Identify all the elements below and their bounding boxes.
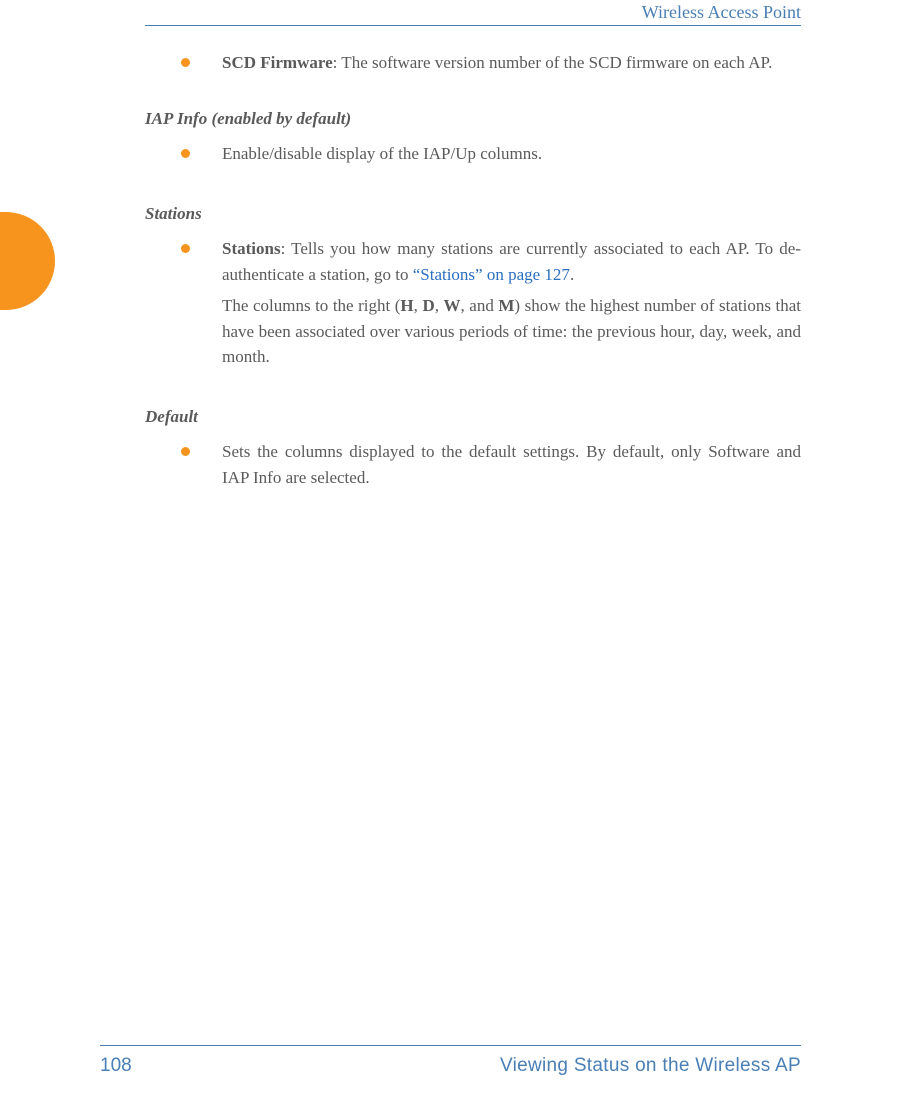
footer-rule xyxy=(100,1045,801,1046)
heading-default: Default xyxy=(145,404,801,430)
footer-section-title: Viewing Status on the Wireless AP xyxy=(500,1055,801,1077)
header-rule xyxy=(145,25,801,26)
heading-iap-info: IAP Info (enabled by default) xyxy=(145,106,801,132)
sep3: , and xyxy=(461,296,499,315)
bullet-icon xyxy=(181,447,190,456)
bullet-icon xyxy=(181,58,190,67)
bullet-text: Enable/disable display of the IAP/Up col… xyxy=(222,141,801,167)
bullet-iap-info: Enable/disable display of the IAP/Up col… xyxy=(181,141,801,167)
bullet-icon xyxy=(181,244,190,253)
bullet-text: Sets the columns displayed to the defaul… xyxy=(222,439,801,490)
side-tab-decoration xyxy=(0,212,55,310)
text-stations-1b: . xyxy=(570,265,574,284)
bullet-text: SCD Firmware: The software version numbe… xyxy=(222,50,801,76)
link-stations-page[interactable]: “Stations” on page 127 xyxy=(413,265,570,284)
text-scd-firmware: : The software version number of the SCD… xyxy=(333,53,773,72)
bullet-scd-firmware: SCD Firmware: The software version numbe… xyxy=(181,50,801,76)
term-stations: Stations xyxy=(222,239,281,258)
heading-stations: Stations xyxy=(145,201,801,227)
col-d: D xyxy=(422,296,434,315)
sep2: , xyxy=(435,296,444,315)
page-number: 108 xyxy=(100,1055,132,1077)
bullet-icon xyxy=(181,149,190,158)
bullet-stations: Stations: Tells you how many stations ar… xyxy=(181,236,801,370)
bullet-text: Stations: Tells you how many stations ar… xyxy=(222,236,801,370)
col-m: M xyxy=(498,296,514,315)
bullet-default: Sets the columns displayed to the defaul… xyxy=(181,439,801,490)
running-header-title: Wireless Access Point xyxy=(642,2,801,23)
col-h: H xyxy=(400,296,413,315)
text-stations-2a: The columns to the right ( xyxy=(222,296,400,315)
col-w: W xyxy=(444,296,461,315)
page-content: SCD Firmware: The software version numbe… xyxy=(145,50,801,490)
term-scd-firmware: SCD Firmware xyxy=(222,53,333,72)
